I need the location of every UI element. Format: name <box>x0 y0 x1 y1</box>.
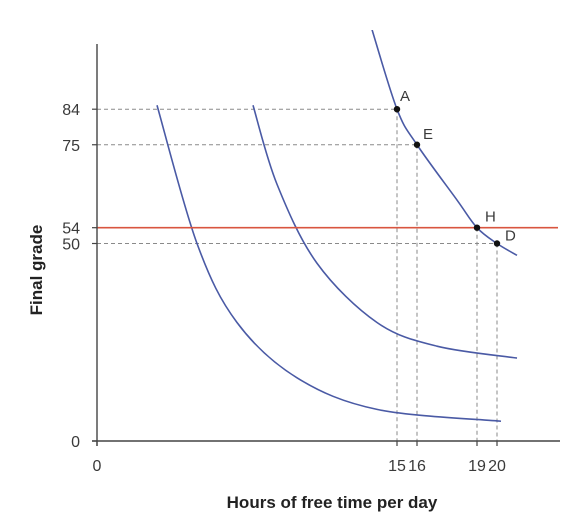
point-d-marker <box>493 240 501 247</box>
y-tick-label: 54 <box>62 221 80 238</box>
x-tick-label: 15 <box>388 458 406 475</box>
axes <box>92 44 560 446</box>
point-h-label: H <box>485 209 496 226</box>
point-e-marker <box>413 141 421 148</box>
indifference-curves <box>156 30 518 423</box>
x-axis-title: Hours of free time per day <box>227 493 438 512</box>
y-tick-label: 75 <box>62 138 80 155</box>
x-tick-label: 0 <box>93 458 102 475</box>
guide-lines <box>97 108 498 441</box>
y-tick-label: 84 <box>62 102 80 119</box>
point-h-marker <box>473 224 481 231</box>
y-axis-title: Final grade <box>27 225 46 316</box>
x-tick-label: 16 <box>408 458 426 475</box>
x-tick-label: 20 <box>488 458 506 475</box>
point-d-label: D <box>505 228 516 245</box>
y-tick-label: 0 <box>71 434 80 451</box>
point-e-label: E <box>423 126 433 143</box>
indifference-curve-2 <box>252 105 518 359</box>
point-a-label: A <box>400 88 410 105</box>
point-a-marker <box>393 106 401 113</box>
y-tick-label: 50 <box>62 237 80 254</box>
data-points: A E HD <box>393 88 516 247</box>
x-tick-label: 19 <box>468 458 486 475</box>
indifference-curve-1 <box>156 105 502 423</box>
